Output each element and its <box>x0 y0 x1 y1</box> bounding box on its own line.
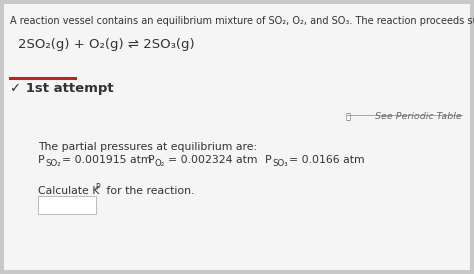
Text: SO₃: SO₃ <box>272 159 288 168</box>
FancyBboxPatch shape <box>4 4 470 270</box>
Text: ✓ 1st attempt: ✓ 1st attempt <box>10 82 114 95</box>
Text: Calculate K: Calculate K <box>38 186 100 196</box>
Text: P: P <box>265 155 272 165</box>
Text: for the reaction.: for the reaction. <box>103 186 194 196</box>
Text: = 0.001915 atm: = 0.001915 atm <box>62 155 152 165</box>
Text: P: P <box>95 183 100 192</box>
Text: SO₂: SO₂ <box>45 159 61 168</box>
Text: O₂: O₂ <box>155 159 165 168</box>
Text: P: P <box>38 155 45 165</box>
Text: = 0.0166 atm: = 0.0166 atm <box>289 155 365 165</box>
Text: P: P <box>148 155 155 165</box>
Text: ⌶: ⌶ <box>346 112 351 121</box>
Text: = 0.002324 atm: = 0.002324 atm <box>168 155 257 165</box>
Text: See Periodic Table: See Periodic Table <box>369 112 462 121</box>
FancyBboxPatch shape <box>38 196 96 214</box>
Text: A reaction vessel contains an equilibrium mixture of SO₂, O₂, and SO₃. The react: A reaction vessel contains an equilibriu… <box>10 16 474 26</box>
Text: The partial pressures at equilibrium are:: The partial pressures at equilibrium are… <box>38 142 257 152</box>
Text: 2SO₂(g) + O₂(g) ⇌ 2SO₃(g): 2SO₂(g) + O₂(g) ⇌ 2SO₃(g) <box>18 38 195 51</box>
